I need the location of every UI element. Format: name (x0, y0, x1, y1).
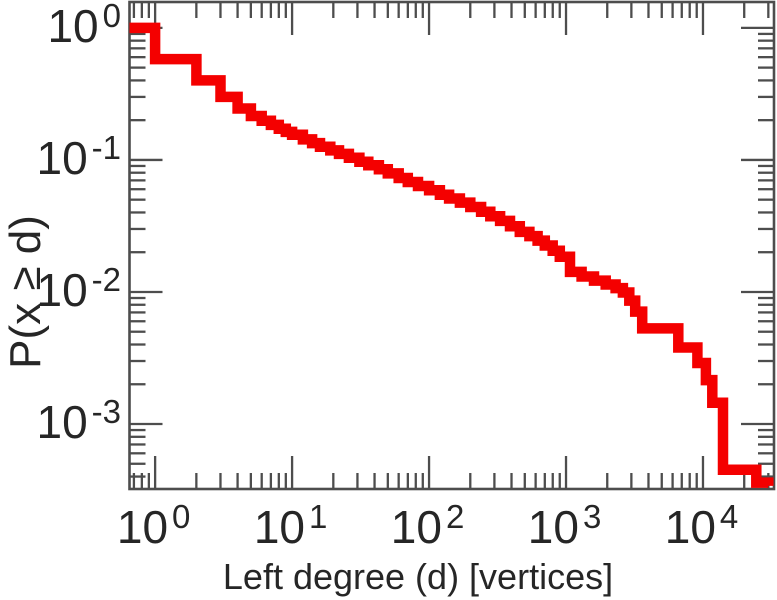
tick-mantissa: 10 (36, 396, 88, 449)
y-tick-label: 10 -2 (0, 263, 121, 317)
tick-exponent: 0 (172, 498, 191, 535)
tick-mantissa: 10 (116, 501, 169, 553)
tick-mantissa: 10 (527, 501, 579, 553)
tick-exponent: 0 (102, 0, 121, 35)
tick-exponent: 3 (582, 498, 602, 535)
tick-mantissa: 10 (36, 132, 88, 185)
tick-mantissa: 10 (36, 264, 88, 317)
tick-exponent: 2 (445, 498, 465, 535)
x-tick-label: 10 3 (527, 500, 602, 553)
tick-exponent: -2 (91, 261, 121, 299)
tick-mantissa: 10 (390, 501, 442, 553)
y-tick-label: 10 -1 (0, 131, 121, 185)
tick-exponent: 1 (309, 498, 328, 535)
tick-exponent: -3 (91, 393, 121, 431)
y-tick-label: 10 0 (0, 0, 121, 53)
x-tick-label: 10 0 (116, 500, 191, 553)
x-tick-label: 10 4 (664, 500, 739, 553)
tick-exponent: -1 (91, 129, 121, 167)
y-tick-label: 10 -3 (0, 395, 121, 449)
x-tick-label: 10 2 (390, 500, 465, 553)
tick-mantissa: 10 (664, 501, 716, 553)
tick-mantissa: 10 (47, 0, 99, 53)
tick-mantissa: 10 (253, 501, 306, 553)
tick-exponent: 4 (719, 498, 739, 535)
ccdf-curve (129, 22, 774, 488)
x-tick-label: 10 1 (253, 500, 328, 553)
y-axis-title: P(x ≥ d) (1, 215, 50, 369)
x-axis-title: Left degree (d) [vertices] (222, 556, 614, 597)
